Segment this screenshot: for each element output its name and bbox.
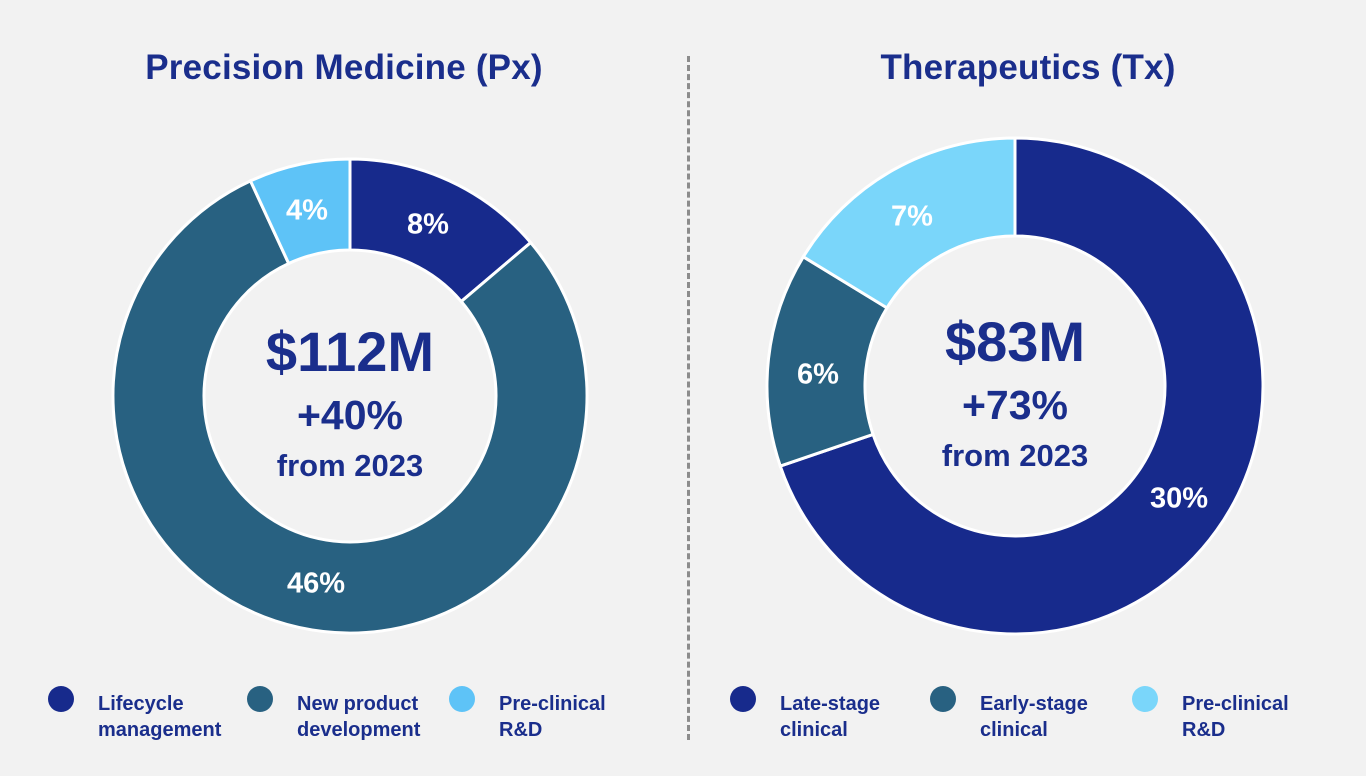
center-amount-px: $112M xyxy=(266,320,434,383)
chart-title-tx: Therapeutics (Tx) xyxy=(880,48,1176,87)
slice-value-label-px-1: 8% xyxy=(407,209,449,241)
chart-title-px: Precision Medicine (Px) xyxy=(145,48,543,87)
legend-swatch-late-stage xyxy=(730,686,756,712)
legend-swatch-preclinical-tx xyxy=(1132,686,1158,712)
legend-label-lifecycle: Lifecycle management xyxy=(98,693,222,741)
legend-swatch-new-product xyxy=(247,686,273,712)
slice-value-label-tx-1: 30% xyxy=(1150,483,1208,515)
legend-swatch-early-stage xyxy=(930,686,956,712)
panel-divider xyxy=(687,56,690,740)
legend-swatch-lifecycle xyxy=(48,686,74,712)
donut-chart-px: 8% 46% 4% $112M +40% from 2023 xyxy=(111,157,589,635)
legend-swatch-preclinical-px xyxy=(449,686,475,712)
center-period-tx: from 2023 xyxy=(942,438,1088,473)
donut-slice-px-2 xyxy=(111,178,589,635)
legend-label-late-stage: Late-stage clinical xyxy=(780,693,881,741)
center-amount-tx: $83M xyxy=(945,310,1085,373)
slice-value-label-tx-3: 7% xyxy=(891,201,933,233)
slice-value-label-tx-2: 6% xyxy=(797,359,839,391)
center-growth-px: +40% xyxy=(297,392,403,438)
donut-slice-tx-1 xyxy=(778,136,1265,636)
donut-slice-tx-3 xyxy=(801,136,1017,310)
therapeutics-panel: Therapeutics (Tx) 30% 6% 7% $83M +73% from 20… xyxy=(690,0,1366,776)
donut-chart-tx: 30% 6% 7% $83M +73% from 2023 xyxy=(765,136,1265,636)
legend-label-new-product: New product development xyxy=(297,693,421,741)
slice-value-label-px-2: 46% xyxy=(287,568,345,600)
center-period-px: from 2023 xyxy=(277,448,423,483)
center-growth-tx: +73% xyxy=(962,382,1068,428)
precision-medicine-panel: Precision Medicine (Px) 8% 46% 4% $112M +40%… xyxy=(48,48,606,741)
slice-value-label-px-3: 4% xyxy=(286,195,328,227)
donut-slice-px-3 xyxy=(248,157,352,266)
legend-label-early-stage: Early-stage clinical xyxy=(980,693,1088,741)
legend-label-preclinical-px: Pre-clinical R&D xyxy=(499,693,606,741)
legend-label-preclinical-tx: Pre-clinical R&D xyxy=(1182,693,1289,741)
